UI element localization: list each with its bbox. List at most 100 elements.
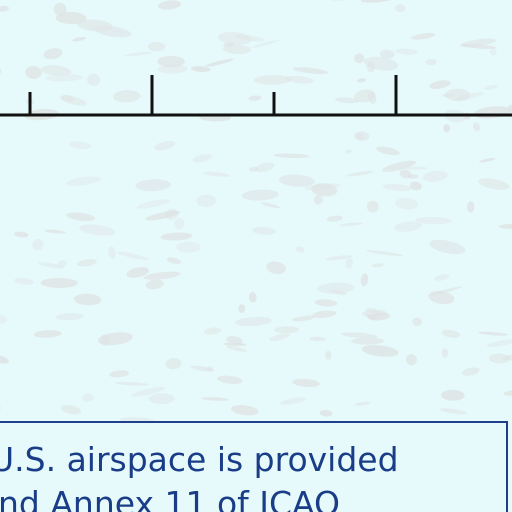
texture-speck (479, 157, 496, 163)
texture-speck (252, 227, 277, 235)
texture-speck (160, 232, 193, 241)
texture-speck (415, 217, 452, 225)
texture-speck (360, 273, 369, 287)
texture-speck (72, 36, 87, 42)
texture-speck (205, 58, 234, 67)
texture-speck (38, 262, 65, 269)
texture-speck (190, 365, 215, 372)
texture-speck (0, 354, 9, 364)
texture-speck (79, 224, 116, 236)
texture-speck (472, 122, 480, 132)
texture-speck (295, 246, 305, 253)
texture-speck (382, 183, 412, 191)
texture-speck (69, 141, 92, 150)
texture-speck (325, 350, 332, 360)
texture-speck (25, 66, 42, 79)
texture-speck (251, 39, 280, 48)
texture-speck (429, 80, 451, 89)
texture-speck (454, 92, 485, 101)
texture-speck (248, 95, 262, 101)
texture-speck (66, 176, 101, 186)
texture-speck (410, 33, 436, 40)
texture-speck (226, 336, 243, 345)
texture-speck (425, 58, 437, 66)
texture-speck (238, 304, 246, 313)
texture-speck (117, 251, 150, 261)
texture-speck (231, 405, 259, 416)
texture-speck (345, 258, 354, 269)
texture-speck (304, 183, 341, 191)
texture-speck (66, 212, 96, 221)
texture-speck (441, 348, 449, 358)
texture-speck (108, 246, 116, 259)
texture-speck (395, 48, 418, 55)
texture-speck (326, 215, 343, 222)
texture-speck (292, 315, 316, 322)
texture-speck (87, 73, 101, 86)
texture-speck (350, 337, 385, 345)
texture-speck (100, 334, 110, 346)
texture-speck (429, 239, 466, 255)
texture-speck (166, 257, 182, 264)
texture-speck (490, 48, 497, 56)
texture-speck (441, 93, 454, 98)
texture-speck (422, 170, 448, 182)
texture-speck (313, 195, 323, 205)
texture-speck (428, 290, 455, 305)
texture-speck (401, 166, 429, 170)
texture-speck (43, 48, 63, 60)
texture-speck (44, 229, 66, 234)
texture-speck (145, 210, 180, 221)
texture-speck (325, 255, 353, 261)
texture-speck (58, 260, 67, 267)
texture-speck (312, 310, 337, 318)
texture-speck (346, 170, 374, 177)
texture-speck (285, 75, 314, 84)
texture-speck (484, 85, 498, 90)
texture-speck (462, 367, 480, 376)
texture-speck (94, 25, 132, 38)
texture-speck (55, 313, 84, 321)
texture-speck (460, 43, 498, 50)
texture-speck (40, 277, 78, 288)
texture-speck (393, 221, 423, 232)
texture-speck (379, 49, 395, 59)
texture-speck (356, 78, 367, 83)
texture-speck (253, 75, 292, 85)
texture-speck (354, 401, 371, 406)
texture-speck (345, 149, 352, 154)
texture-speck (40, 65, 72, 76)
texture-speck (191, 66, 211, 73)
texture-speck (165, 208, 179, 220)
texture-speck (147, 41, 166, 52)
texture-speck (223, 342, 247, 347)
airspace-note-line-1: U.S. airspace is provided (0, 440, 399, 479)
texture-speck (201, 397, 230, 401)
texture-speck (143, 271, 181, 280)
texture-speck (274, 326, 300, 334)
texture-speck (317, 282, 355, 294)
texture-speck (223, 42, 235, 47)
texture-speck (135, 179, 171, 192)
texture-speck (157, 0, 182, 10)
airspace-note-line-2: nd Annex 11 of ICAO (0, 484, 341, 512)
texture-speck (409, 181, 422, 191)
texture-speck (124, 51, 152, 57)
texture-speck (412, 317, 422, 326)
texture-speck (292, 67, 329, 75)
texture-speck (249, 291, 257, 303)
texture-speck (371, 263, 384, 268)
texture-speck (503, 389, 512, 396)
texture-speck (61, 405, 81, 415)
texture-speck (280, 397, 307, 405)
texture-speck (269, 333, 291, 342)
texture-speck (223, 44, 251, 55)
texture-speck (218, 32, 252, 45)
texture-speck (368, 91, 377, 104)
texture-speck (311, 183, 338, 197)
texture-speck (176, 241, 201, 253)
texture-speck (361, 0, 399, 3)
texture-speck (55, 11, 87, 25)
texture-speck (196, 194, 216, 207)
